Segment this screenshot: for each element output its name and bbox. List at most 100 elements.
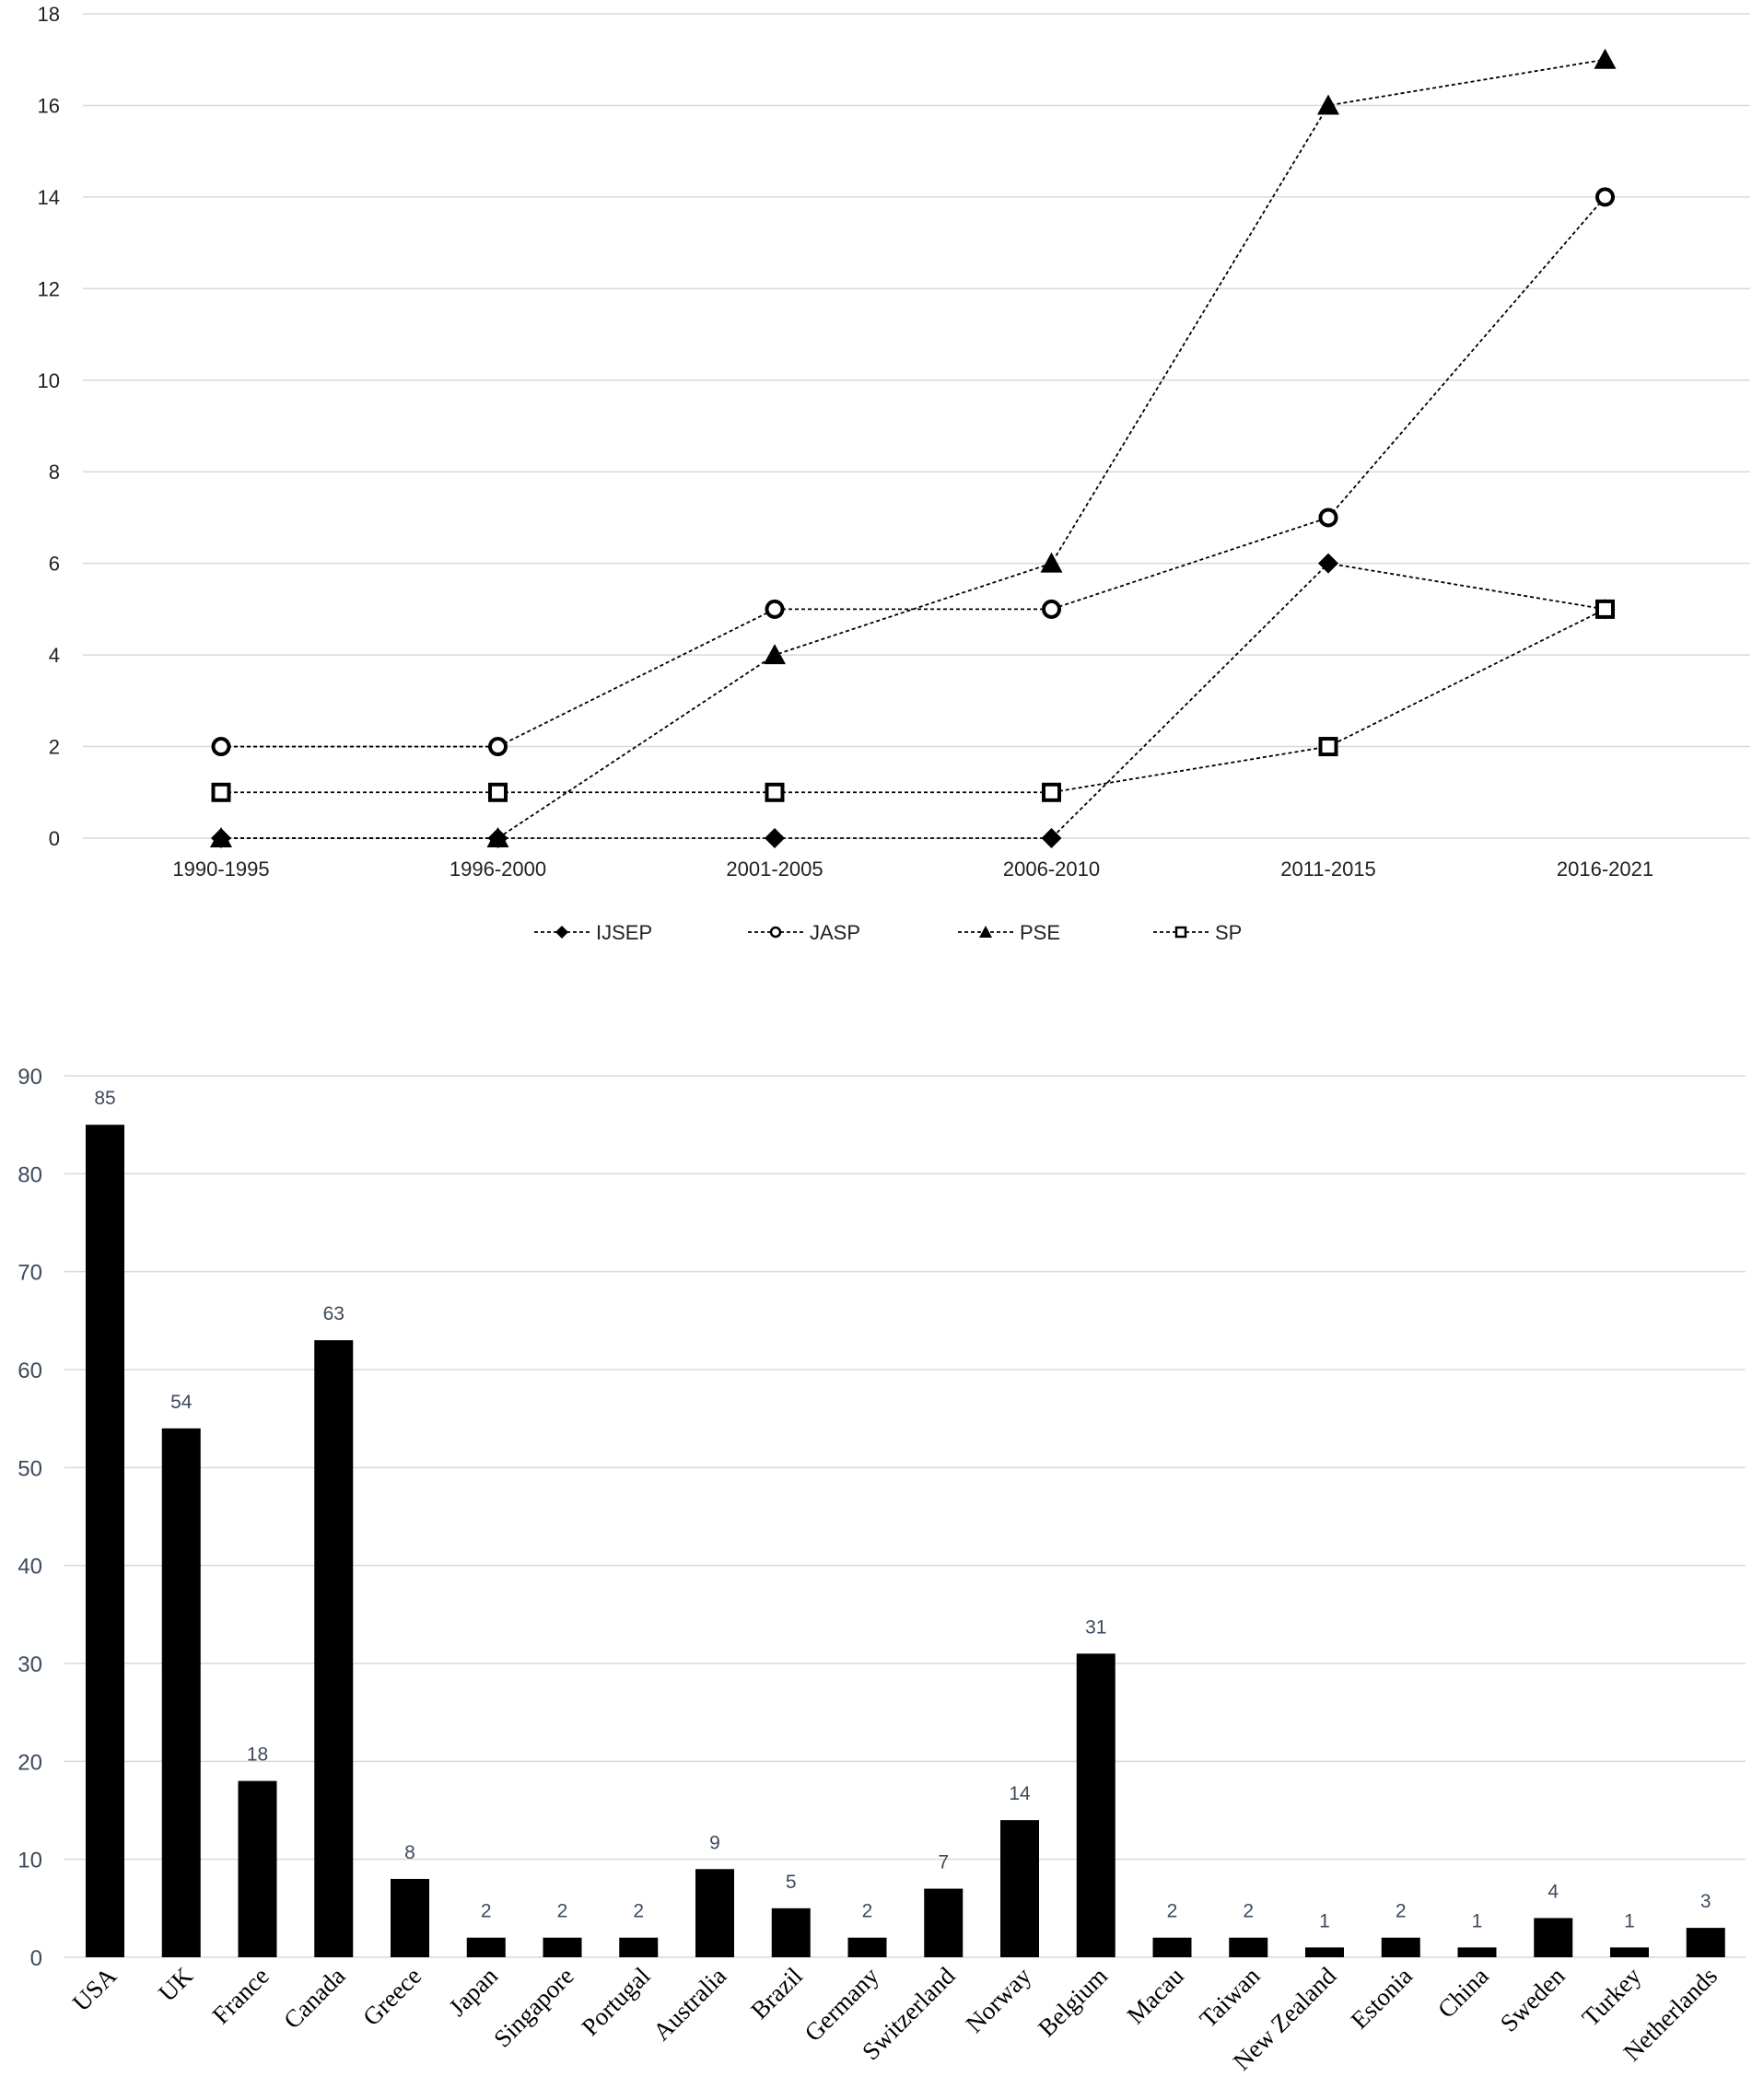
x-tick-label: 1990-1995 (172, 858, 269, 881)
y-tick-label: 14 (38, 186, 60, 209)
marker-pse (1040, 552, 1063, 573)
bar-new-zealand (1305, 1947, 1344, 1957)
marker-sp (1318, 737, 1338, 757)
bar-singapore (543, 1937, 582, 1957)
bar-portugal (619, 1937, 659, 1957)
series-line-pse (221, 58, 1606, 839)
x-tick-label-estonia: Estonia (1346, 1962, 1418, 2034)
x-tick-label: 2001-2005 (726, 858, 823, 881)
x-tick-label-canada: Canada (278, 1962, 350, 2034)
legend-marker-ijsep (555, 926, 568, 939)
y-tick-label: 80 (18, 1162, 42, 1187)
x-axis-tick-labels: 1990-1995 1996-2000 2001-2005 2006-2010 2011… (172, 858, 1653, 881)
bar-australia (695, 1869, 734, 1957)
marker-pse (486, 827, 509, 847)
legend: IJSEP JASP PSE SP (534, 921, 1242, 944)
marker-sp (1042, 782, 1061, 802)
legend-marker-sp (1174, 926, 1187, 939)
y-tick-label: 6 (49, 553, 60, 576)
bar-turkey (1610, 1947, 1649, 1957)
bar-switzerland (924, 1888, 964, 1957)
x-tick-label: 2011-2015 (1280, 858, 1376, 881)
bar-usa (86, 1125, 124, 1957)
data-label-greece: 8 (404, 1842, 415, 1863)
data-label-new-zealand: 1 (1319, 1910, 1330, 1931)
y-tick-label: 10 (18, 1849, 42, 1873)
y-tick-label: 2 (49, 736, 60, 759)
x-tick-label-japan: Japan (443, 1962, 503, 2022)
y-tick-label: 10 (38, 369, 60, 392)
bar-sweden (1534, 1918, 1573, 1957)
y-tick-label: 60 (18, 1359, 42, 1383)
x-tick-label-uk: UK (153, 1962, 198, 2007)
y-tick-label: 20 (18, 1750, 42, 1775)
data-label-usa: 85 (94, 1088, 115, 1109)
marker-pse (1594, 48, 1617, 69)
bar-greece (391, 1878, 429, 1957)
bar-germany (847, 1937, 887, 1957)
marker-sp (1595, 599, 1615, 619)
x-tick-label: 2006-2010 (1003, 858, 1100, 881)
marker-jasp (765, 599, 785, 619)
y-tick-label: 16 (38, 94, 60, 117)
bars (86, 1125, 1725, 1957)
data-label-taiwan: 2 (1243, 1901, 1254, 1922)
data-label-portugal: 2 (633, 1901, 644, 1922)
data-label-germany: 2 (862, 1901, 873, 1922)
data-label-norway: 14 (1009, 1783, 1031, 1804)
data-label-netherlands: 3 (1700, 1891, 1711, 1912)
legend-label-ijsep: IJSEP (596, 921, 652, 944)
legend-marker-pse (979, 926, 992, 938)
x-axis-tick-labels: USA UK France Canada Greece JapanSingaporePor… (67, 1962, 1723, 2076)
marker-jasp (211, 737, 231, 757)
data-label-turkey: 1 (1624, 1910, 1635, 1931)
data-label-canada: 63 (323, 1303, 345, 1324)
marker-sp (211, 782, 231, 802)
legend-label-pse: PSE (1020, 921, 1060, 944)
y-tick-label: 8 (49, 461, 60, 484)
bar-belgium (1076, 1653, 1115, 1957)
legend-label-jasp: JASP (810, 921, 860, 944)
bar-brazil (771, 1908, 811, 1957)
bar-netherlands (1686, 1928, 1725, 1957)
y-tick-label: 30 (18, 1652, 42, 1677)
data-label-macau: 2 (1167, 1901, 1178, 1922)
x-tick-label-norway: Norway (961, 1962, 1037, 2038)
legend-label-sp: SP (1215, 921, 1242, 944)
y-tick-label: 40 (18, 1555, 42, 1580)
data-label-switzerland: 7 (938, 1852, 949, 1873)
x-tick-label-belgium: Belgium (1033, 1962, 1113, 2042)
marker-ijsep (1041, 828, 1062, 848)
y-axis-tick-labels: 0 2 4 6 8 10 12 14 16 18 (38, 3, 60, 850)
y-tick-label: 50 (18, 1456, 42, 1481)
data-label-australia: 9 (709, 1832, 720, 1853)
data-label-japan: 2 (481, 1901, 492, 1922)
marker-sp (488, 782, 508, 802)
marker-sp (765, 782, 785, 802)
series-markers (210, 48, 1617, 848)
marker-ijsep (1318, 553, 1338, 574)
y-gridlines (83, 13, 1750, 839)
y-tick-label: 18 (38, 3, 60, 26)
y-tick-label: 12 (38, 277, 60, 300)
x-tick-label-portugal: Portugal (577, 1962, 656, 2041)
y-tick-label: 70 (18, 1261, 42, 1286)
y-tick-label: 90 (18, 1065, 42, 1090)
marker-jasp (1595, 187, 1615, 207)
data-label-china: 1 (1472, 1910, 1483, 1931)
bar-macau (1152, 1937, 1192, 1957)
marker-pse (210, 827, 232, 847)
data-label-sweden: 4 (1548, 1881, 1559, 1902)
bar-norway (1000, 1820, 1039, 1957)
data-label-brazil: 5 (786, 1872, 797, 1893)
x-tick-label-france: France (207, 1962, 274, 2029)
data-label-france: 18 (247, 1744, 268, 1766)
x-tick-label-singapore: Singapore (488, 1962, 579, 2053)
line-chart: 0 2 4 6 8 10 12 14 16 18 1990-1995 1996-2000 2001-2… (38, 3, 1750, 944)
data-label-uk: 54 (170, 1392, 193, 1413)
series-line-ijsep (221, 562, 1606, 839)
data-label-belgium: 31 (1085, 1616, 1106, 1638)
y-tick-label: 0 (30, 1946, 42, 1971)
